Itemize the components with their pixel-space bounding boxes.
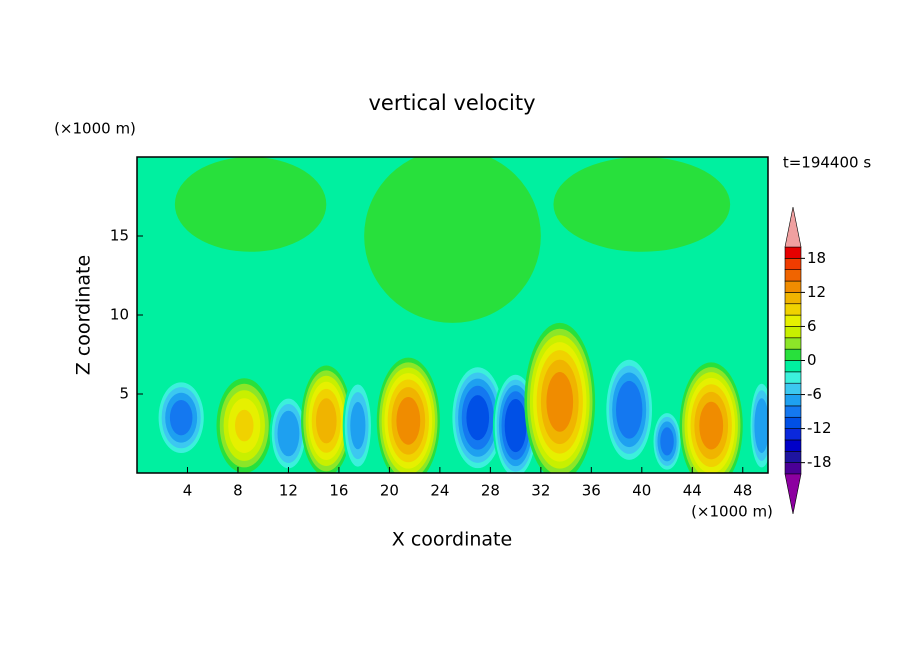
contour-band [546,372,574,432]
colorbar-tick-label: 12 [807,283,826,301]
x-tick-label: 12 [279,482,298,500]
colorbar-bin [784,348,802,361]
y-tick-label: 5 [119,385,129,403]
colorbar-bin [784,382,802,395]
colorbar-tick-label: 0 [807,351,817,369]
colorbar-tick-label: -12 [807,419,832,437]
colorbar-over [784,206,802,248]
contour-band [466,395,490,441]
contour-band [754,398,768,453]
colorbar-bin [784,416,802,429]
chart-title: vertical velocity [368,91,535,115]
time-label: t=194400 s [783,154,871,172]
field [137,157,768,473]
contour-band [350,401,366,450]
colorbar-under [784,473,802,515]
x-label: X coordinate [392,529,512,551]
colorbar-bin [784,394,802,407]
colorbar-bin [784,428,802,441]
colorbar-bin [784,326,802,339]
colorbar-bin [784,405,802,418]
colorbar-bin [784,450,802,463]
contour-band [277,410,300,457]
x-tick-label: 20 [380,482,399,500]
contour-band [235,409,254,442]
contour-band [699,401,724,450]
x-tick-label: 48 [733,482,752,500]
contour-band [660,427,674,456]
y-tick-label: 15 [110,227,129,245]
x-tick-label: 4 [183,482,193,500]
contour-band [364,157,541,323]
y-tick-label: 10 [110,306,129,324]
y-label: Z coordinate [73,255,95,375]
colorbar-bin [784,280,802,293]
x-tick-label: 28 [481,482,500,500]
contour-band [615,380,643,439]
x-tick-label: 24 [430,482,449,500]
colorbar-tick-label: 6 [807,317,817,335]
colorbar-bin [784,269,802,282]
colorbar-tick-label: -18 [807,453,832,471]
x-tick-label: 8 [233,482,243,500]
contour-band [504,399,527,453]
contour-band [396,396,421,445]
colorbar-bin [784,314,802,327]
colorbar-bin [784,360,802,373]
colorbar-bin [784,462,802,475]
contour-band [553,157,731,252]
colorbar-tick-label: 18 [807,249,826,267]
x-tick-label: 32 [531,482,550,500]
colorbar-bin [784,371,802,384]
contour-band [169,400,193,436]
y-unit: (×1000 m) [54,120,136,138]
colorbar-bin [784,292,802,305]
colorbar-tick-label: -6 [807,385,822,403]
colorbar-bin [784,439,802,452]
colorbar-bin [784,337,802,350]
x-unit: (×1000 m) [691,503,773,521]
contour-band [315,398,337,444]
x-tick-label: 16 [329,482,348,500]
colorbar-bin [784,303,802,316]
x-tick-label: 40 [632,482,651,500]
x-tick-label: 36 [582,482,601,500]
colorbar-bin [784,258,802,271]
contour-band [174,157,327,252]
colorbar-bin [784,246,802,259]
x-tick-label: 44 [683,482,702,500]
